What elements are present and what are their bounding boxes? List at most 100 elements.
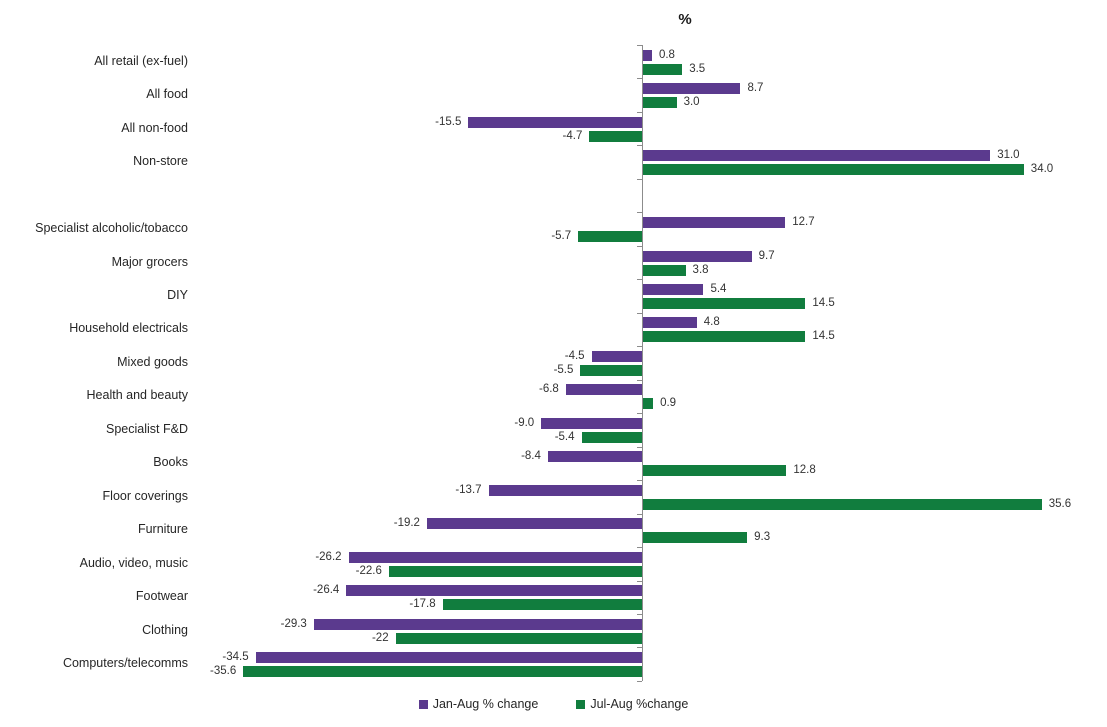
value-label: 35.6 [1048,498,1072,510]
value-label: 0.9 [660,397,677,409]
bar-jul-aug [643,331,806,342]
bar-jul-aug [578,231,642,242]
value-label: -35.6 [210,665,237,677]
value-label: 12.7 [792,216,815,228]
value-label: -26.4 [313,584,340,596]
value-label: 34.0 [1030,163,1054,175]
bar-jan-aug [541,418,642,429]
axis-tick [637,112,642,113]
bar-jan-aug [488,485,642,496]
bar-jan-aug [565,384,642,395]
bar-jul-aug [643,97,677,108]
value-label: -26.2 [315,551,342,563]
axis-tick [637,380,642,381]
bar-jul-aug [589,131,642,142]
value-label: 9.3 [754,531,771,543]
legend-swatch-jan-aug [418,699,428,709]
category-label: All non-food [121,121,188,135]
axis-tick [637,246,642,247]
value-label: -22 [371,632,389,644]
bar-jul-aug [243,666,642,677]
bar-jul-aug [388,566,642,577]
value-label: -34.5 [222,651,249,663]
value-label: 3.8 [692,264,709,276]
bar-jul-aug [643,465,787,476]
value-label: 14.5 [812,297,835,309]
chart-title: % [678,11,692,28]
category-label: Furniture [137,522,188,536]
bar-jan-aug [591,351,642,362]
category-label: Specialist F&D [106,422,188,436]
bar-jan-aug [468,117,642,128]
legend-item-jan-aug: Jan-Aug % change [418,697,539,711]
axis-tick [637,547,642,548]
bar-jul-aug [395,633,642,644]
value-label: 14.5 [812,330,835,342]
bar-jan-aug [643,150,991,161]
bar-jul-aug [581,432,642,443]
value-label: -6.8 [539,383,559,395]
category-label: Footwear [135,589,188,603]
value-label: -5.5 [553,364,574,376]
bar-jul-aug [442,599,642,610]
axis-tick [637,212,642,213]
legend: Jan-Aug % change Jul-Aug %change [0,697,1107,711]
category-label: Specialist alcoholic/tobacco [35,221,188,235]
bar-jul-aug [643,532,748,543]
value-label: 3.5 [689,63,706,75]
axis-tick [637,279,642,280]
bar-jan-aug [547,451,642,462]
bar-jan-aug [643,50,652,61]
legend-swatch-jul-aug [576,699,586,709]
legend-label-jul-aug: Jul-Aug %change [590,697,689,711]
bar-jul-aug [643,64,683,75]
category-label: Computers/telecomms [62,656,188,670]
bar-jul-aug [643,298,806,309]
category-label: Major grocers [111,255,188,269]
bar-jan-aug [643,83,741,94]
category-label: DIY [167,288,188,302]
category-label: Health and beauty [86,388,188,402]
value-label: -15.5 [435,116,462,128]
value-label: 0.8 [658,49,675,61]
bar-jan-aug [643,217,786,228]
bar-jan-aug [313,619,642,630]
category-label: All retail (ex-fuel) [94,54,188,68]
value-label: 8.7 [747,82,764,94]
category-label: Audio, video, music [79,556,188,570]
value-label: 5.4 [710,283,727,295]
bar-jul-aug [643,499,1042,510]
value-label: -4.7 [562,130,583,142]
value-label: 9.7 [758,250,775,262]
value-label: -22.6 [355,565,382,577]
axis-tick [637,313,642,314]
category-label: All food [146,87,188,101]
bar-jan-aug [346,585,642,596]
category-label: Mixed goods [117,355,188,369]
bar-jul-aug [643,398,654,409]
bar-jul-aug [643,265,686,276]
value-label: -4.5 [564,350,585,362]
bar-jul-aug [580,365,642,376]
value-label: -29.3 [280,618,307,630]
value-label: -17.8 [409,598,436,610]
legend-label-jan-aug: Jan-Aug % change [432,697,539,711]
value-label: 3.0 [683,96,700,108]
value-label: -9.0 [514,417,535,429]
bar-jan-aug [348,552,642,563]
axis-tick [637,681,642,682]
bar-jan-aug [643,317,697,328]
axis-tick [637,480,642,481]
category-label: Floor coverings [102,489,188,503]
value-axis-line [642,45,643,681]
value-label: -5.7 [551,230,572,242]
axis-tick [637,346,642,347]
axis-tick [637,581,642,582]
axis-tick [637,179,642,180]
bar-jan-aug [255,652,642,663]
category-label: Household electricals [69,321,188,335]
axis-tick [637,145,642,146]
axis-tick [637,78,642,79]
value-label: 12.8 [793,464,816,476]
